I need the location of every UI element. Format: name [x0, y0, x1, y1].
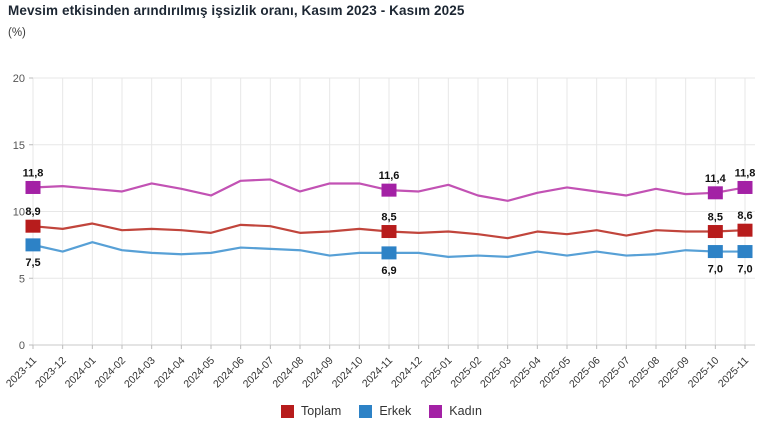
x-axis-labels: 2023-112023-122024-012024-022024-032024-… — [4, 355, 751, 391]
x-tick-label: 2025-01 — [419, 355, 455, 391]
x-tick-label: 2024-12 — [389, 355, 425, 391]
point-label-kadın: 11,8 — [23, 167, 44, 179]
y-tick-label: 5 — [19, 273, 25, 285]
point-label-erkek: 7,0 — [737, 264, 752, 276]
marker-toplam — [707, 225, 723, 239]
x-tick-label: 2025-06 — [567, 355, 603, 391]
marker-toplam — [381, 225, 397, 239]
point-label-toplam: 8,5 — [381, 212, 396, 224]
marker-kadın — [381, 183, 397, 197]
x-tick-label: 2025-07 — [597, 355, 633, 391]
point-label-toplam: 8,6 — [737, 210, 752, 222]
x-tick-label: 2025-02 — [448, 355, 484, 391]
marker-toplam — [737, 223, 753, 237]
legend-item-toplam[interactable]: Toplam — [281, 404, 341, 418]
legend-label: Kadın — [449, 404, 482, 418]
x-tick-label: 2023-11 — [4, 355, 39, 390]
x-tick-label: 2024-04 — [152, 355, 188, 391]
legend-item-kadin[interactable]: Kadın — [429, 404, 482, 418]
chart-legend: Toplam Erkek Kadın — [0, 404, 763, 418]
x-tick-label: 2024-05 — [181, 355, 217, 391]
x-tick-label: 2024-08 — [270, 355, 306, 391]
point-label-kadın: 11,4 — [705, 173, 727, 185]
y-axis-labels: 0 5 10 15 20 — [13, 73, 25, 352]
chart-title: Mevsim etkisinden arındırılmış işsizlik … — [8, 3, 465, 18]
axes — [29, 77, 755, 349]
marker-erkek — [381, 246, 397, 260]
marker-erkek — [737, 245, 753, 259]
y-tick-label: 15 — [13, 140, 25, 152]
x-tick-label: 2025-03 — [478, 355, 514, 391]
y-tick-label: 0 — [19, 340, 25, 352]
x-tick-label: 2024-07 — [241, 355, 277, 391]
x-tick-label: 2024-11 — [360, 355, 395, 390]
x-tick-label: 2024-01 — [63, 355, 99, 391]
point-label-kadın: 11,6 — [379, 170, 400, 182]
x-tick-label: 2025-11 — [716, 355, 751, 390]
point-label-erkek: 6,9 — [381, 265, 396, 277]
y-tick-label: 20 — [13, 73, 25, 85]
x-tick-label: 2024-02 — [92, 355, 128, 391]
x-tick-label: 2025-05 — [537, 355, 573, 391]
chart-unit-label: (%) — [8, 27, 26, 39]
legend-swatch — [429, 404, 443, 418]
x-tick-label: 2024-06 — [211, 355, 247, 391]
point-label-erkek: 7,5 — [25, 257, 40, 269]
x-tick-label: 2024-09 — [300, 355, 336, 391]
highlight-markers: 8,9 7,5 11,8 8,5 6,9 11,6 8,5 7,0 11,4 8,6 7,0 11,8 — [23, 167, 756, 276]
marker-toplam — [25, 219, 41, 233]
x-tick-label: 2024-10 — [330, 355, 366, 391]
point-label-kadın: 11,8 — [735, 167, 756, 179]
x-tick-label: 2024-03 — [122, 355, 158, 391]
gridlines — [32, 77, 755, 345]
point-label-erkek: 7,0 — [708, 264, 723, 276]
point-label-toplam: 8,9 — [25, 206, 40, 218]
legend-swatch — [359, 404, 373, 418]
marker-erkek — [707, 245, 723, 259]
chart-header: Mevsim etkisinden arındırılmış işsizlik … — [8, 3, 464, 39]
marker-kadın — [707, 186, 723, 200]
legend-swatch — [281, 404, 295, 418]
y-tick-label: 10 — [13, 207, 25, 219]
point-label-toplam: 8,5 — [708, 212, 723, 224]
x-tick-label: 2025-04 — [508, 355, 544, 391]
marker-erkek — [25, 238, 41, 252]
marker-kadın — [25, 180, 41, 194]
marker-kadın — [737, 180, 753, 194]
legend-label: Toplam — [301, 404, 342, 418]
x-tick-label: 2025-08 — [626, 355, 662, 391]
x-tick-label: 2025-09 — [656, 355, 692, 391]
legend-item-erkek[interactable]: Erkek — [359, 404, 411, 418]
x-tick-label: 2025-10 — [686, 355, 722, 391]
unemployment-line-chart: 051015202023-112023-122024-012024-022024… — [4, 73, 756, 391]
x-tick-label: 2023-12 — [33, 355, 69, 391]
legend-label: Erkek — [379, 404, 412, 418]
